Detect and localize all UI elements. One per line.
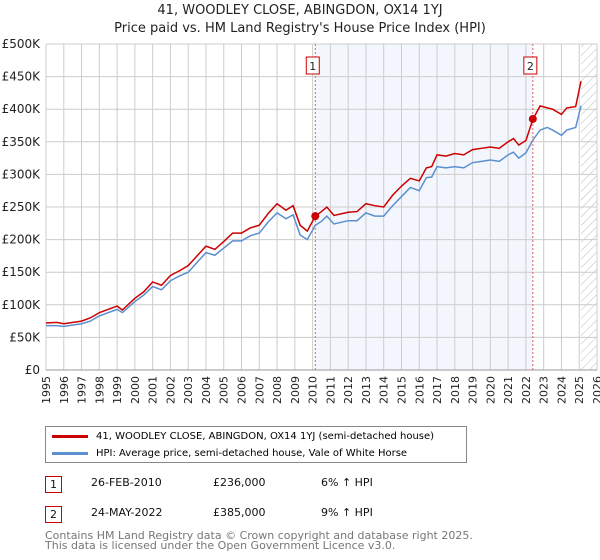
sale-badge-box: [523, 56, 538, 75]
transaction-badge: 2: [45, 506, 62, 523]
transaction-price: £385,000: [213, 506, 266, 519]
series-line: [46, 105, 582, 328]
legend-blue-line: [52, 452, 88, 455]
x-tick-label: 2022: [520, 376, 533, 404]
x-tick-label: 2011: [324, 376, 337, 404]
x-tick-label: 1998: [93, 376, 106, 404]
sale-point: [528, 114, 537, 123]
x-tick-label: 2014: [378, 376, 391, 404]
y-tick-label: £250K: [2, 200, 42, 214]
legend-property: 41, WOODLEY CLOSE, ABINGDON, OX14 1YJ (s…: [96, 431, 435, 442]
sale-badge-label: 1: [309, 60, 316, 73]
y-tick-label: £300K: [2, 167, 42, 181]
x-tick-label: 1999: [111, 376, 124, 404]
transaction-price: £236,000: [213, 476, 266, 489]
price-chart: 1995 1996 1997 1998 1999 2000 2001 2002 2003 2004…: [2, 37, 600, 404]
x-tick-label: 2024: [555, 376, 568, 404]
x-tick-label: 2003: [182, 376, 195, 404]
x-tick-label: 2000: [129, 376, 142, 404]
transaction-delta: 6% ↑ HPI: [321, 476, 373, 489]
y-tick-label: £350K: [2, 135, 42, 149]
transaction-date: 26-FEB-2010: [91, 476, 162, 489]
chart-legend: 41, WOODLEY CLOSE, ABINGDON, OX14 1YJ (s…: [45, 426, 467, 463]
transaction-delta: 9% ↑ HPI: [321, 506, 373, 519]
y-tick-label: £150K: [2, 265, 42, 279]
x-tick-label: 2017: [431, 376, 444, 404]
y-tick-label: £0: [25, 363, 40, 377]
x-tick-label: 2023: [538, 376, 551, 404]
footer-line-1: Contains HM Land Registry data © Crown c…: [45, 529, 473, 542]
x-tick-label: 2009: [289, 376, 302, 404]
x-tick-label: 2020: [484, 376, 497, 404]
y-tick-label: £200K: [2, 233, 42, 247]
x-tick-label: 2021: [502, 376, 515, 404]
legend-red-line: [52, 435, 88, 438]
x-tick-label: 2016: [413, 376, 426, 404]
legend-hpi: HPI: Average price, semi-detached house,…: [96, 448, 408, 459]
x-tick-label: 2019: [467, 376, 480, 404]
transaction-badge: 1: [45, 476, 62, 493]
x-tick-label: 2006: [236, 376, 249, 404]
x-tick-label: 2025: [573, 376, 586, 404]
x-tick-label: 2012: [342, 376, 355, 404]
x-tick-label: 2002: [164, 376, 177, 404]
x-tick-label: 2015: [395, 376, 408, 404]
x-tick-label: 2005: [218, 376, 231, 404]
footer-line-2: This data is licensed under the Open Gov…: [45, 539, 396, 552]
y-tick-label: £400K: [2, 102, 42, 116]
sale-badge-box: [305, 56, 320, 75]
chart-title: 41, WOODLEY CLOSE, ABINGDON, OX14 1YJ: [157, 3, 443, 18]
footer: Contains HM Land Registry data © Crown c…: [45, 529, 473, 552]
sale-badge-label: 2: [527, 60, 534, 73]
transaction-date: 24-MAY-2022: [91, 506, 163, 519]
x-tick-label: 1995: [40, 376, 53, 404]
x-tick-label: 2007: [253, 376, 266, 404]
x-tick-label: 2026: [591, 376, 600, 404]
y-tick-label: £100K: [2, 298, 42, 312]
y-tick-label: £50K: [9, 330, 41, 344]
x-tick-label: 1996: [58, 376, 71, 404]
y-tick-label: £500K: [2, 37, 42, 51]
chart-subtitle: Price paid vs. HM Land Registry's House …: [114, 21, 486, 36]
series-line: [45, 81, 582, 325]
x-tick-label: 2008: [271, 376, 284, 404]
sale-point: [311, 212, 320, 221]
x-tick-label: 2018: [449, 376, 462, 404]
x-tick-label: 2004: [200, 376, 213, 404]
y-tick-label: £450K: [2, 70, 42, 84]
x-tick-label: 2013: [360, 376, 373, 404]
x-tick-label: 2001: [147, 376, 160, 404]
x-tick-label: 2010: [307, 376, 320, 404]
x-tick-label: 1997: [76, 376, 89, 404]
